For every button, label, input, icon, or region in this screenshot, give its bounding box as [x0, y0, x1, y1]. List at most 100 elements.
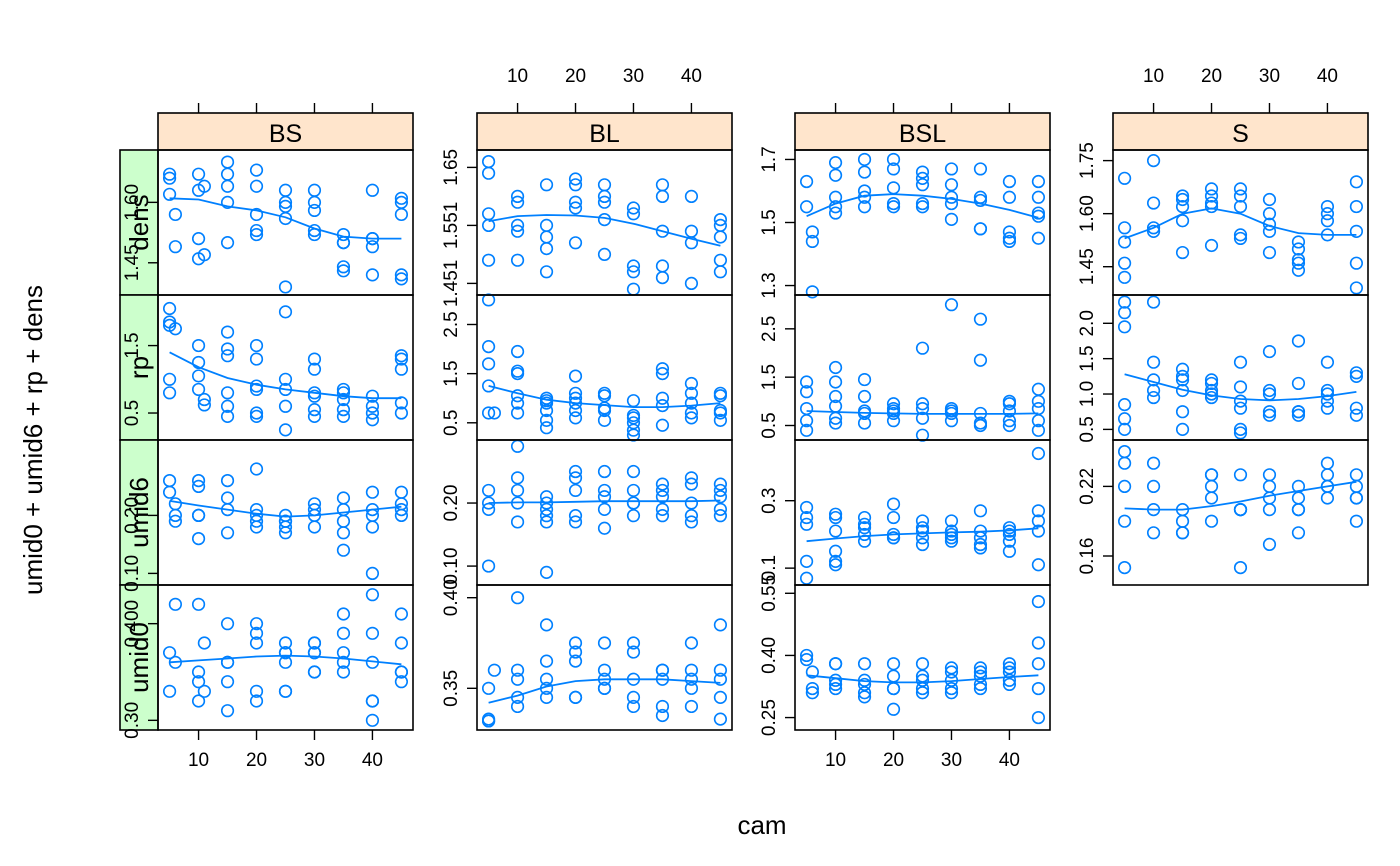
data-point	[1031, 514, 1046, 528]
smooth-line	[806, 410, 1039, 415]
data-point	[1262, 468, 1277, 482]
panel-bl-umid6: 0.10 0.20	[441, 439, 733, 586]
data-point	[973, 681, 988, 696]
data-point	[1233, 182, 1248, 196]
data-point	[944, 178, 959, 192]
data-point	[1175, 192, 1190, 207]
data-point	[162, 386, 177, 400]
panel-bsl-rp: 0.5 1.5 2.5	[759, 294, 1051, 442]
data-point	[799, 200, 814, 214]
data-point	[915, 341, 930, 355]
data-point	[1233, 401, 1248, 415]
data-point	[1233, 468, 1248, 482]
data-point	[220, 167, 235, 181]
data-point	[336, 392, 351, 407]
data-point	[857, 657, 872, 671]
data-point	[510, 367, 525, 381]
data-point	[1262, 491, 1277, 505]
data-point	[973, 222, 988, 236]
data-point	[626, 428, 641, 442]
y-tick-label: 0.25	[759, 699, 780, 736]
panel-bl-umid0: 0.35 0.40	[441, 579, 733, 731]
data-point	[944, 196, 959, 211]
data-point	[1291, 405, 1306, 419]
data-point	[249, 207, 264, 222]
data-point	[568, 178, 583, 192]
data-point	[684, 477, 699, 491]
data-point	[220, 491, 235, 505]
data-point	[886, 196, 901, 211]
data-point	[220, 704, 235, 718]
panel-bs-rp: 0.5 1.5	[122, 294, 414, 441]
data-point	[1117, 320, 1132, 334]
data-point	[307, 183, 322, 197]
data-point	[1262, 537, 1277, 552]
data-point	[220, 617, 235, 631]
data-point	[1146, 526, 1161, 540]
data-point	[307, 389, 322, 403]
x-tick-label: 10	[188, 750, 209, 771]
data-point	[713, 490, 728, 504]
data-point	[915, 397, 930, 411]
y-tick-label: 1.65	[441, 149, 462, 186]
data-point	[1175, 526, 1190, 540]
data-point	[1002, 190, 1017, 204]
data-point	[394, 396, 409, 410]
data-point	[1002, 673, 1017, 687]
data-point	[220, 386, 235, 400]
data-point	[684, 681, 699, 695]
data-point	[481, 166, 496, 180]
data-point	[539, 509, 554, 523]
data-point	[1233, 426, 1248, 440]
panel-bsl-dens: 1.3 1.5 1.7	[759, 146, 1051, 299]
data-point	[568, 636, 583, 650]
data-point	[713, 253, 728, 267]
data-point	[278, 372, 293, 386]
data-point	[365, 626, 380, 640]
data-point	[1002, 231, 1017, 245]
data-point	[307, 352, 322, 366]
data-point	[1146, 196, 1161, 210]
data-point	[394, 268, 409, 282]
data-point	[191, 369, 206, 383]
data-point	[481, 712, 496, 726]
data-point	[1175, 369, 1190, 383]
panel-border	[476, 584, 733, 731]
data-point	[655, 367, 670, 381]
data-point	[1320, 355, 1335, 369]
y-tick-label: 0.5	[122, 400, 143, 426]
data-point	[1233, 503, 1248, 517]
y-tick-label: 0.35	[441, 670, 462, 707]
data-point	[915, 686, 930, 700]
data-point	[1233, 560, 1248, 575]
data-point	[1262, 192, 1277, 207]
data-point	[336, 655, 351, 669]
x-tick-label: 30	[623, 66, 644, 87]
panels-layer: dens rp umid6 umid0 BS 10 20 30 40 1.45 1.60 0.5 1.5…	[119, 66, 1369, 771]
data-point	[568, 483, 583, 498]
data-point	[365, 406, 380, 420]
data-point	[944, 190, 959, 204]
data-point	[684, 411, 699, 425]
row-strip-rp	[119, 294, 159, 441]
data-point	[336, 526, 351, 540]
panel-s-umid6: 0.16 0.22	[1077, 439, 1369, 586]
data-point	[1320, 207, 1335, 221]
y-tick-label: 0.5	[1077, 416, 1098, 442]
data-point	[857, 517, 872, 531]
data-point	[799, 414, 814, 428]
x-tick-label: 40	[1317, 66, 1338, 87]
data-point	[249, 684, 264, 698]
data-point	[684, 224, 699, 238]
data-point	[655, 418, 670, 432]
data-point	[1031, 190, 1046, 204]
column-strip-label-s: S	[1232, 120, 1249, 148]
data-point	[1291, 256, 1306, 270]
data-point	[1349, 369, 1364, 383]
smooth-line	[806, 527, 1039, 543]
data-point	[191, 355, 206, 370]
data-point	[1002, 527, 1017, 542]
data-point	[249, 514, 264, 528]
data-point	[1204, 390, 1219, 405]
data-point	[655, 708, 670, 723]
